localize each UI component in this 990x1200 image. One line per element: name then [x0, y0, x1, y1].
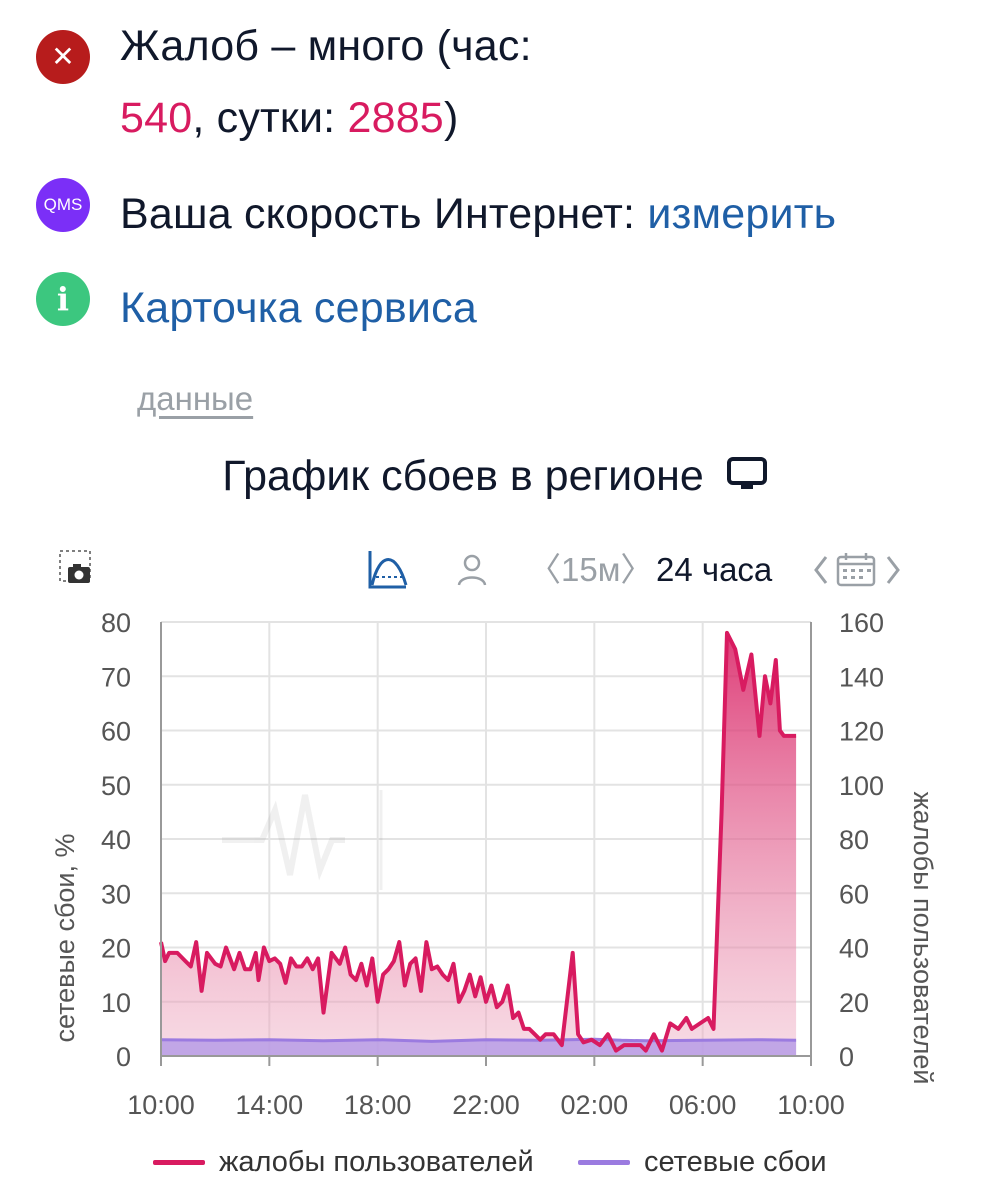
y-left-tick-label: 50: [101, 771, 131, 801]
user-icon[interactable]: [456, 551, 488, 601]
y-right-tick-label: 160: [839, 608, 884, 638]
network-line: [160, 1037, 797, 1043]
y-left-tick-label: 30: [101, 879, 131, 909]
y-right-tick-label: 60: [839, 879, 869, 909]
curve-icon[interactable]: [366, 547, 410, 605]
day-suffix: ): [443, 94, 459, 142]
service-row: i Карточка сервиса: [36, 272, 477, 344]
interval-selector[interactable]: 〈15м〉: [528, 551, 654, 588]
x-tick-label: 06:00: [669, 1090, 737, 1120]
complaints-status-row: ✕ Жалоб – много (час: 540, сутки: 2885): [36, 10, 532, 154]
legend-label-complaints: жалобы пользователей: [219, 1146, 534, 1178]
legend-label-network: сетевые сбои: [644, 1146, 827, 1178]
legend-item-complaints[interactable]: жалобы пользователей: [153, 1146, 534, 1179]
service-text: Карточка сервиса: [120, 272, 477, 344]
x-tick-label: 10:00: [777, 1090, 845, 1120]
service-card-link[interactable]: Карточка сервиса: [120, 284, 477, 332]
complaints-line: [159, 630, 797, 1053]
camera-icon[interactable]: [58, 549, 96, 601]
legend-swatch-complaints: [153, 1160, 205, 1165]
y-left-tick-label: 80: [101, 608, 131, 638]
y-left-tick-label: 60: [101, 717, 131, 747]
info-badge: i: [36, 272, 90, 326]
y-right-tick-label: 120: [839, 717, 884, 747]
y-axis-left-label: сетевые сбои, %: [50, 833, 80, 1042]
day-count: 2885: [347, 94, 444, 142]
calendar-icon[interactable]: [812, 551, 908, 603]
speed-row: QMS Ваша скорость Интернет: измерить: [36, 178, 836, 250]
outage-chart: 0 0 10 20 20 40 30 60 40 80 50 100 60 120 70 140 80 160 10…: [50, 608, 938, 1120]
y-right-tick-label: 20: [839, 988, 869, 1018]
info-icon: i: [56, 280, 70, 318]
complaints-prefix: Жалоб – много (час:: [120, 22, 532, 70]
y-right-tick-label: 100: [839, 771, 884, 801]
period-label[interactable]: 24 часа: [656, 551, 773, 588]
y-axis-right-label: жалобы пользователей: [908, 792, 938, 1085]
y-left-tick-label: 10: [101, 988, 131, 1018]
speed-label: Ваша скорость Интернет:: [120, 190, 648, 238]
data-link[interactable]: данные: [137, 380, 254, 417]
measure-speed-link[interactable]: измерить: [647, 190, 837, 238]
chart-toolbar: 〈15м〉 24 часа: [0, 545, 990, 595]
qms-badge-label: QMS: [43, 195, 83, 214]
x-tick-label: 10:00: [127, 1090, 195, 1120]
chart-axes: 0 0 10 20 20 40 30 60 40 80 50 100 60 120 70 140 80 160 10…: [101, 608, 884, 1120]
chart-plot-area: [159, 630, 797, 1056]
chart-heading: График сбоев в регионе: [0, 452, 990, 503]
complaints-status-text: Жалоб – много (час: 540, сутки: 2885): [120, 10, 532, 154]
day-prefix: , сутки:: [192, 94, 348, 142]
complaints-area: [161, 632, 797, 1056]
y-right-tick-label: 80: [839, 825, 869, 855]
error-badge: ✕: [36, 30, 90, 84]
watermark: [222, 790, 383, 890]
y-right-tick-label: 40: [839, 934, 869, 964]
y-left-tick-label: 70: [101, 662, 131, 692]
speed-text: Ваша скорость Интернет: измерить: [120, 178, 836, 250]
y-left-tick-label: 40: [101, 825, 131, 855]
monitor-icon[interactable]: [726, 454, 768, 503]
x-tick-label: 14:00: [236, 1090, 304, 1120]
x-tick-label: 18:00: [344, 1090, 412, 1120]
y-right-tick-label: 0: [839, 1042, 854, 1072]
hour-count: 540: [120, 94, 193, 142]
chart-legend: жалобы пользователей сетевые сбои: [0, 1146, 990, 1190]
x-tick-label: 22:00: [452, 1090, 520, 1120]
qms-badge: QMS: [36, 178, 90, 232]
chart-heading-text: График сбоев в регионе: [222, 452, 704, 500]
x-tick-label: 02:00: [561, 1090, 629, 1120]
y-left-tick-label: 20: [101, 934, 131, 964]
legend-swatch-network: [578, 1160, 630, 1165]
y-right-tick-label: 140: [839, 662, 884, 692]
y-left-tick-label: 0: [116, 1042, 131, 1072]
legend-item-network[interactable]: сетевые сбои: [578, 1146, 827, 1179]
close-icon: ✕: [51, 41, 75, 72]
